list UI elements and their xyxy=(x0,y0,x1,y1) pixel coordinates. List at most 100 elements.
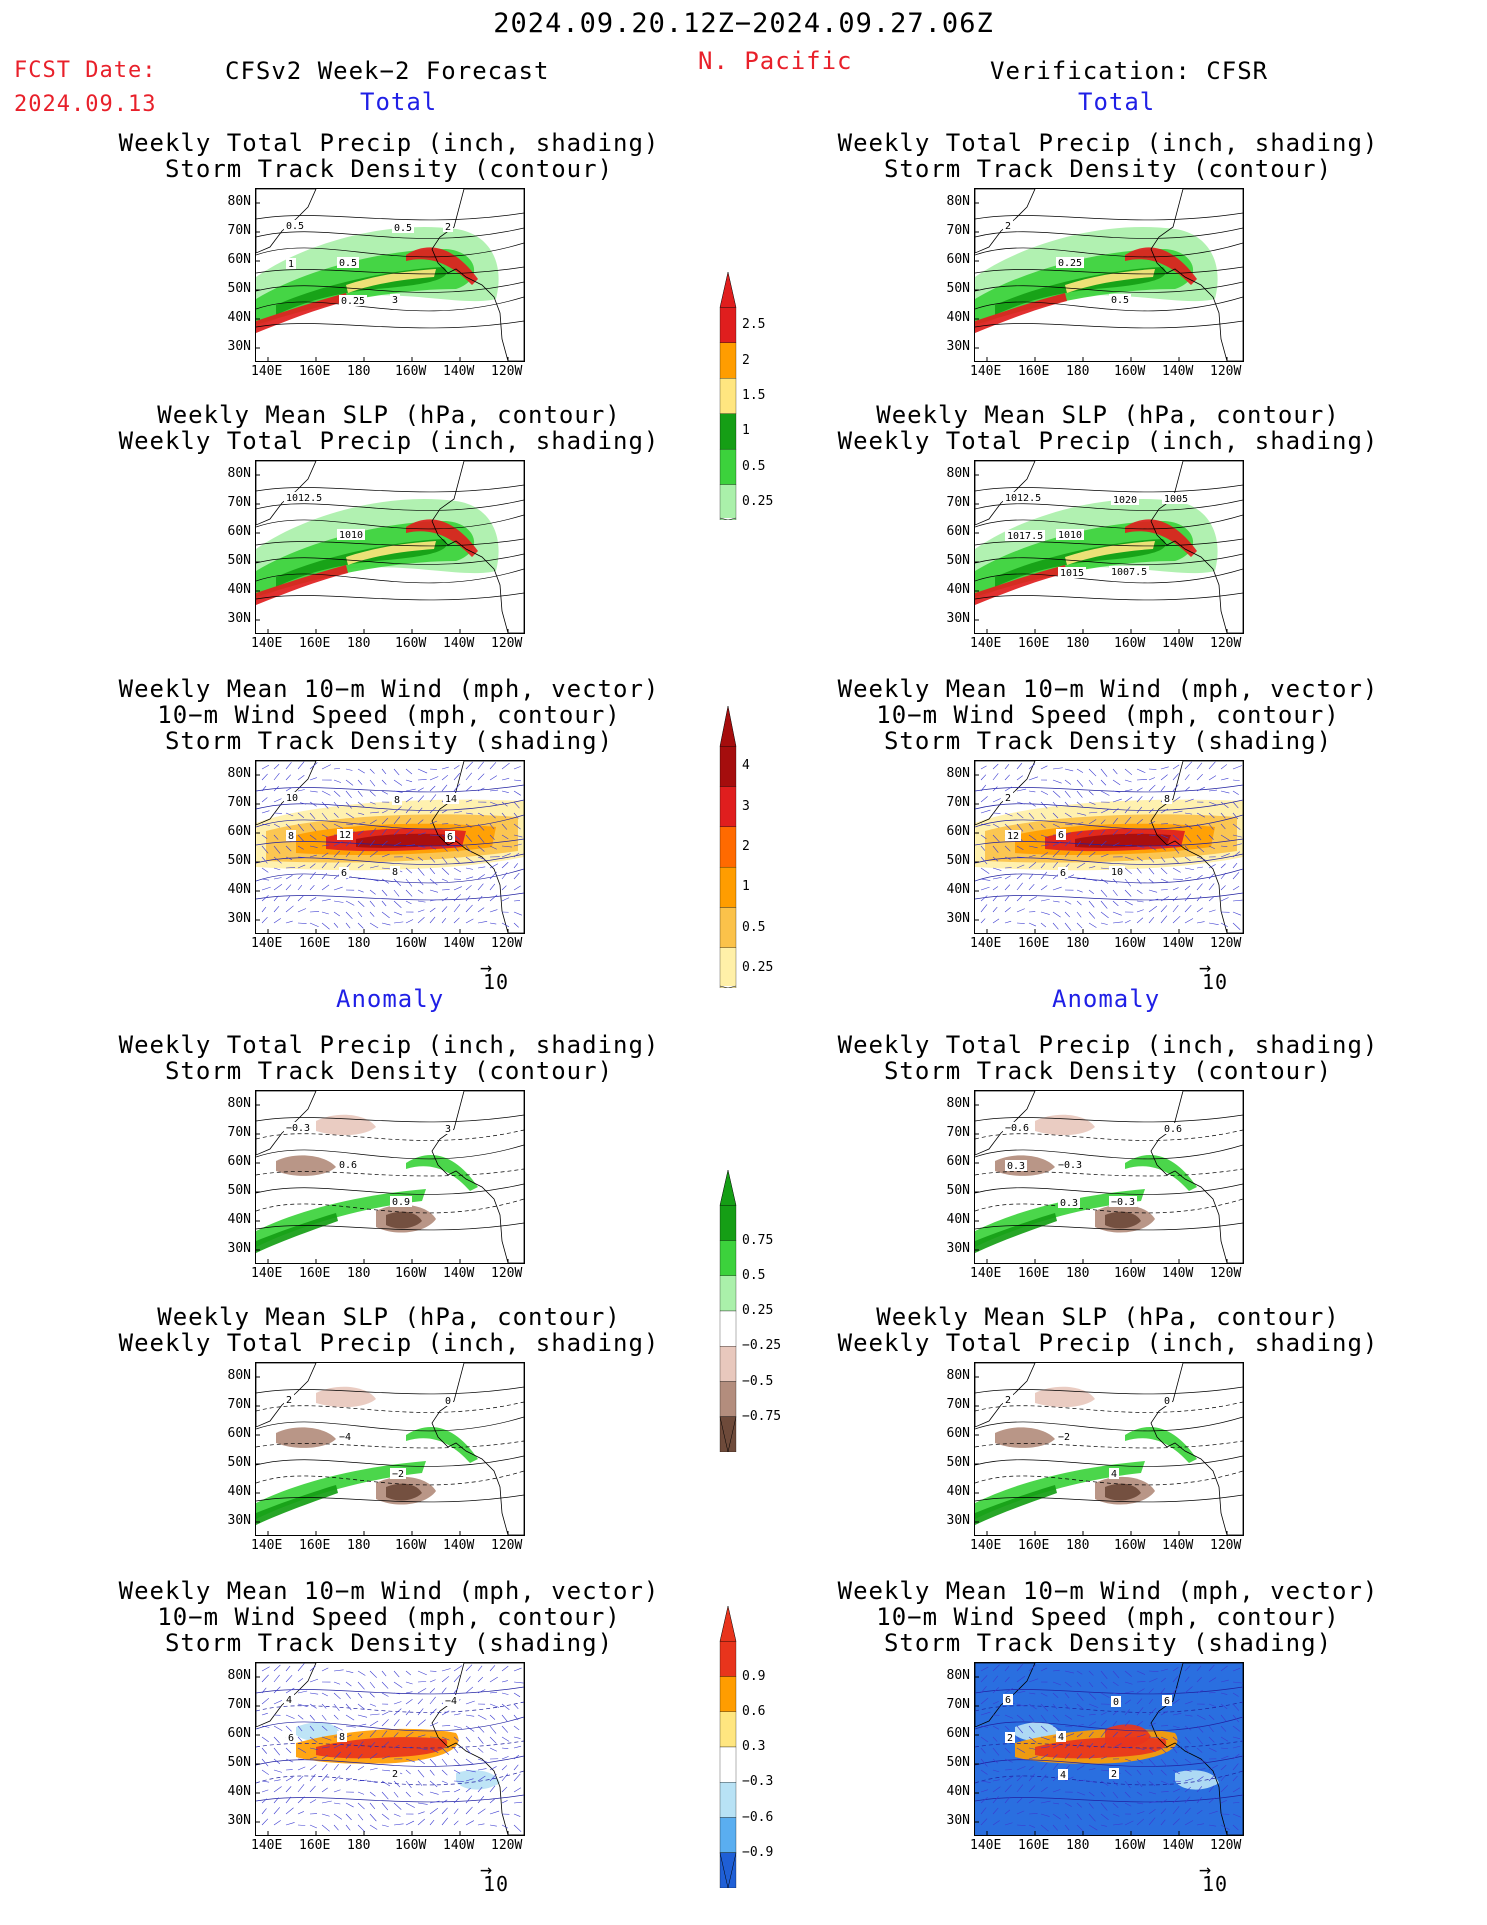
wind-vector xyxy=(273,786,279,792)
lon-tick-label: 160E xyxy=(299,364,331,379)
wind-vector xyxy=(297,895,304,902)
wind-vector xyxy=(381,810,388,814)
lat-tick-label: 70N xyxy=(227,1397,251,1412)
wind-vector xyxy=(1232,1692,1239,1697)
wind-vector xyxy=(1220,1714,1227,1722)
wind-vector xyxy=(309,1692,319,1695)
wind-vector xyxy=(501,812,507,818)
wind-vector xyxy=(429,907,436,913)
wind-vector xyxy=(1220,823,1226,830)
lat-tick-label: 70N xyxy=(227,795,251,810)
wind-vector xyxy=(1196,812,1206,818)
contour-line xyxy=(256,266,524,275)
wind-vector xyxy=(417,909,425,913)
wind-vector xyxy=(417,889,424,894)
wind-vector xyxy=(261,1666,270,1672)
wind-vector xyxy=(1076,822,1084,825)
wind-vector xyxy=(1088,1731,1094,1738)
wind-vector xyxy=(477,1768,487,1771)
colorbar-tick-label: 0.5 xyxy=(742,1267,766,1283)
wind-vector xyxy=(429,845,436,850)
wind-vector xyxy=(1052,1789,1061,1793)
wind-vector xyxy=(417,819,424,825)
wind-vector xyxy=(1064,1743,1071,1749)
wind-vector xyxy=(405,919,414,924)
wind-vector xyxy=(381,911,390,919)
contour-label-bg xyxy=(1162,1695,1172,1706)
lat-tick-label: 80N xyxy=(946,1668,970,1683)
wind-vector xyxy=(441,1791,450,1793)
wind-vector xyxy=(1100,1791,1106,1798)
contour-line xyxy=(256,838,524,847)
wind-vector xyxy=(333,1751,341,1760)
lon-tick-label: 140E xyxy=(970,1266,1002,1281)
wind-vector xyxy=(369,900,375,907)
wind-vector xyxy=(992,1725,1000,1730)
lon-tick-label: 160W xyxy=(395,1266,427,1281)
shaded-field xyxy=(1175,1770,1219,1790)
wind-vector xyxy=(1112,1710,1118,1716)
wind-vector xyxy=(513,1824,522,1832)
wind-vector xyxy=(1124,1820,1134,1826)
colorbar-swatch xyxy=(719,1381,737,1417)
contour-label-bg xyxy=(1003,1122,1031,1133)
wind-vector xyxy=(501,922,510,928)
wind-vector xyxy=(1100,1802,1108,1811)
wind-vector xyxy=(405,878,413,887)
wind-vector xyxy=(980,1789,989,1793)
wind-vector xyxy=(465,918,474,924)
wind-vector xyxy=(453,856,461,864)
wind-vector xyxy=(429,916,436,924)
wind-vector xyxy=(1148,1736,1159,1738)
wind-vector xyxy=(429,1758,437,1766)
wind-vector xyxy=(345,768,353,771)
wind-vector xyxy=(513,1813,521,1817)
wind-vector xyxy=(321,1824,330,1832)
wind-vector xyxy=(501,845,512,848)
wind-vector xyxy=(429,1708,437,1716)
wind-vector xyxy=(345,1824,351,1831)
wind-vector xyxy=(381,889,388,896)
lat-tick-label: 70N xyxy=(946,495,970,510)
lat-tick-label: 50N xyxy=(227,853,251,868)
wind-vector xyxy=(1076,1692,1084,1701)
wind-vector xyxy=(477,787,485,792)
lat-tick-label: 80N xyxy=(946,1096,970,1111)
wind-vector xyxy=(1088,768,1097,777)
wind-vector xyxy=(273,905,280,913)
wind-vector xyxy=(285,875,293,880)
shaded-field xyxy=(256,1461,426,1519)
wind-vector xyxy=(1124,779,1132,783)
wind-vector xyxy=(1052,1703,1058,1710)
wind-vector xyxy=(261,773,268,781)
wind-vector xyxy=(1040,1786,1048,1793)
wind-vector xyxy=(1160,785,1166,792)
wind-vector xyxy=(1124,844,1133,847)
contour-line xyxy=(256,1183,524,1195)
verification-total-slp-precip-title-line-2: Weekly Total Precip (inch, shading) xyxy=(837,427,1379,455)
wind-vector xyxy=(1112,790,1121,793)
wind-vector xyxy=(417,1719,426,1727)
wind-vector xyxy=(489,1766,497,1771)
wind-vector xyxy=(429,1791,439,1795)
wind-vector xyxy=(345,841,352,847)
lon-tick-label: 140W xyxy=(443,1838,475,1853)
wind-vector xyxy=(501,823,508,830)
wind-vector xyxy=(1088,1742,1094,1749)
wind-vector xyxy=(1136,878,1142,885)
wind-vector xyxy=(405,768,413,775)
wind-vector xyxy=(1232,812,1239,820)
wind-vector xyxy=(381,828,388,836)
wind-vector xyxy=(357,1692,363,1699)
wind-vector xyxy=(321,790,331,796)
wind-vector xyxy=(980,1780,991,1783)
contour-line xyxy=(256,1386,524,1395)
wind-vector xyxy=(1232,1763,1239,1771)
contour-line xyxy=(256,281,524,293)
wind-vector xyxy=(453,1797,460,1804)
wind-vector xyxy=(1124,1670,1132,1677)
wind-vector xyxy=(1196,1796,1203,1804)
wind-vector xyxy=(273,884,283,891)
wind-vector xyxy=(1028,1785,1036,1793)
lon-tick-label: 180 xyxy=(1066,936,1090,951)
